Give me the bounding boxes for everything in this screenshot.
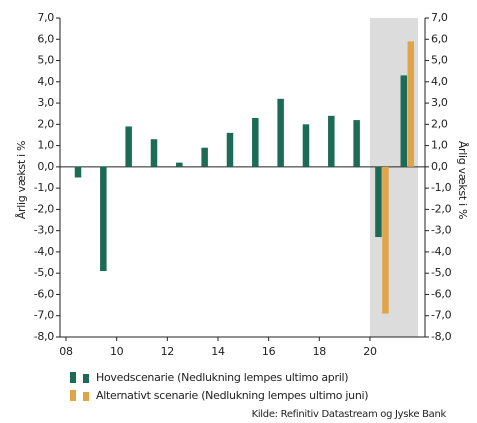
y2-tick-label: -2,0 (431, 202, 452, 215)
y-tick-label: 3,0 (37, 96, 54, 109)
y2-tick-label: 2,0 (431, 117, 448, 130)
bar (277, 98, 284, 167)
y-tick-label: 7,0 (37, 11, 54, 24)
y-tick-label: -8,0 (34, 330, 55, 343)
y2-tick-label: -7,0 (431, 309, 452, 322)
x-tick-label: 10 (110, 345, 124, 358)
bar (375, 166, 382, 238)
y-tick-label: -6,0 (34, 287, 55, 300)
y-tick-label: -3,0 (34, 224, 55, 237)
y-tick-label: 4,0 (37, 75, 54, 88)
bar (400, 75, 408, 167)
y2-tick-label: -1,0 (431, 181, 452, 194)
bar (74, 166, 82, 178)
y2-tick-label: 4,0 (431, 75, 448, 88)
y-tick-label: 2,0 (37, 117, 54, 130)
x-tick-label: 20 (363, 345, 377, 358)
bar (150, 139, 158, 167)
y2-tick-label: -4,0 (431, 245, 452, 258)
legend-swatch (83, 374, 89, 383)
y-tick-label: -2,0 (34, 202, 55, 215)
y2-tick-label: 0,0 (431, 160, 448, 173)
bar (353, 120, 360, 167)
y2-tick-label: -8,0 (431, 330, 452, 343)
y-tick-label: 5,0 (37, 54, 54, 67)
legend-label: Hovedscenarie (Nedlukning lempes ultimo … (96, 371, 348, 384)
y2-tick-label: 7,0 (431, 11, 448, 24)
legend-swatch (70, 372, 76, 383)
y-axis-title: Årlig vækst i % (15, 141, 28, 219)
x-tick-label: 18 (313, 345, 327, 358)
bar (252, 117, 259, 167)
y-tick-label: -5,0 (34, 266, 55, 279)
y-tick-label: 0,0 (37, 160, 54, 173)
y-tick-label: 6,0 (37, 32, 54, 45)
bar (382, 166, 389, 314)
y2-tick-label: 5,0 (431, 54, 448, 67)
y-tick-label: -4,0 (34, 245, 55, 258)
y2-tick-label: 6,0 (431, 32, 448, 45)
x-tick-label: 16 (262, 345, 276, 358)
bar (328, 115, 335, 167)
x-tick-label: 08 (59, 345, 73, 358)
y-tick-label: 1,0 (37, 139, 54, 152)
bar (226, 132, 234, 167)
bar (100, 166, 107, 272)
y2-axis-title: Årlig vækst i % (456, 141, 469, 219)
y-tick-label: -7,0 (34, 309, 55, 322)
bar (125, 126, 132, 167)
y2-tick-label: -6,0 (431, 287, 452, 300)
y2-tick-label: 1,0 (431, 139, 448, 152)
source: Kilde: Refinitiv Datastream og Jyske Ban… (252, 409, 447, 420)
x-tick-label: 12 (161, 345, 174, 358)
bar (201, 147, 208, 167)
bar (302, 124, 310, 167)
legend-swatch (83, 392, 89, 401)
y2-tick-label: -5,0 (431, 266, 452, 279)
y2-tick-label: -3,0 (431, 224, 452, 237)
legend-label: Alternativt scenarie (Nedlukning lempes … (96, 389, 368, 402)
y-tick-label: -1,0 (34, 181, 55, 194)
legend-swatch (70, 390, 76, 401)
x-tick-label: 14 (211, 345, 225, 358)
bar (407, 41, 415, 167)
bar (176, 162, 183, 167)
y2-tick-label: 3,0 (431, 96, 448, 109)
